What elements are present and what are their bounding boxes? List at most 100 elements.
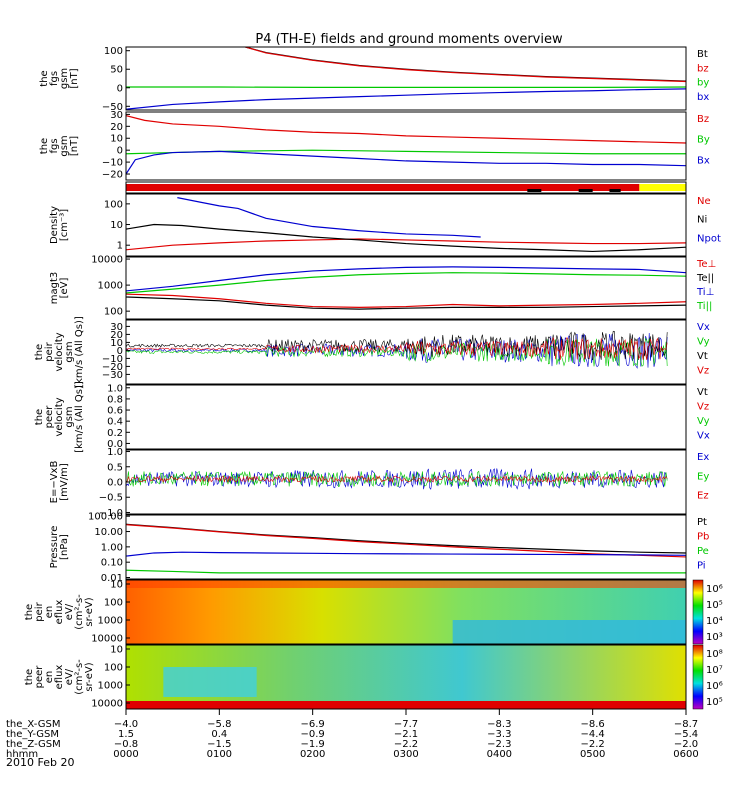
xrow-1-value-3: −2.1 — [394, 729, 418, 740]
ylabel-p6-0: the — [34, 344, 45, 360]
series-p5-Ti — [126, 272, 686, 294]
frame-p3 — [125, 181, 687, 194]
plot-area-p10 — [126, 580, 686, 644]
series-p8-Ez — [126, 475, 668, 484]
ylabel-p10-3: eflux — [54, 600, 65, 625]
ytick-label-p4-1: 10 — [110, 220, 123, 231]
legend-p5-2: Ti⊥ — [696, 287, 714, 298]
ylabel-p5-0: magt3 — [49, 272, 60, 305]
ytick-label-p8-4: −1.0 — [99, 508, 123, 519]
ytick-label-p6-2: 10 — [110, 338, 123, 349]
ytick-label-p7-3: 0.4 — [107, 417, 123, 428]
colorbar-label-1: 10⁷ — [706, 665, 723, 676]
ylabel-p10-5: (cm²-s- — [74, 594, 85, 630]
ylabel-p6-3: gsm — [64, 341, 75, 362]
ylabel-p10-2: en — [44, 606, 55, 619]
xrow-0-value-0: −4.0 — [114, 719, 138, 730]
legend-p7-3: Vx — [697, 431, 710, 442]
legend-p9-0: Pt — [697, 517, 707, 528]
xrow-0-value-2: −6.9 — [301, 719, 325, 730]
spectrogram-band — [452, 620, 686, 644]
frame-p5 — [125, 256, 687, 320]
xrow-0-value-1: −5.8 — [207, 719, 231, 730]
ylabel-p7-4: [km/s (All Qs)] — [74, 381, 85, 453]
gap-mark-2 — [609, 189, 621, 192]
gap-mark-1 — [578, 189, 593, 192]
legend-p5-1: Te|| — [696, 273, 714, 284]
gap-mark-0 — [527, 189, 542, 192]
xrow-0-value-6: −8.7 — [674, 719, 698, 730]
series-p9-Pb — [126, 524, 686, 558]
legend-p7-2: Vy — [697, 416, 710, 427]
colorbar-label-0: 10⁸ — [706, 649, 723, 660]
ylabel-p7-0: the — [34, 409, 45, 425]
colorbar-p11 — [692, 644, 704, 710]
xrow-label-2: the_Z-GSM — [6, 739, 61, 750]
xrow-2-value-5: −2.2 — [581, 739, 605, 750]
ylabel-p11-2: en — [44, 671, 55, 684]
ylabel-p10-6: sr-eV) — [84, 597, 95, 626]
spectrogram-low — [126, 701, 686, 709]
legend-p6-3: Vz — [697, 366, 709, 377]
legend-p5-0: Te⊥ — [696, 259, 716, 270]
colorbar-label-1: 10⁵ — [706, 600, 723, 611]
spectrogram-top — [126, 580, 686, 588]
series-p9-Pt — [126, 523, 686, 554]
ytick-label-p6-6: −30 — [102, 370, 123, 381]
ytick-label-p9-2: 1.00 — [101, 542, 123, 553]
xrow-3-value-2: 0200 — [300, 749, 325, 760]
xrow-1-value-6: −5.4 — [674, 729, 698, 740]
colorbar-label-3: 10⁵ — [706, 697, 723, 708]
ylabel-p11-0: the — [24, 669, 35, 685]
ytick-label-p6-0: 30 — [110, 322, 123, 333]
legend-p7-1: Vz — [697, 402, 709, 413]
ytick-label-p9-0: 100.00 — [88, 512, 123, 523]
panel-p4: Ne Ni Npot 100 10 1 Density [cm⁻³] — [49, 193, 721, 257]
xrow-0-value-5: −8.6 — [581, 719, 605, 730]
xrow-3-value-5: 0500 — [580, 749, 605, 760]
xrow-label-1: the_Y-GSM — [6, 729, 59, 740]
frame-p2 — [125, 111, 687, 181]
ylabel-p8-0: E=−VxB — [49, 461, 60, 504]
legend-p1-2: by — [697, 78, 709, 89]
ylabel-p11-6: sr-eV) — [84, 662, 95, 691]
xrow-2-value-1: −1.5 — [207, 739, 231, 750]
ylabel-p5-1: [eV] — [59, 278, 70, 299]
spectrogram-patch — [163, 667, 257, 697]
legend-p1-0: Bt — [697, 49, 708, 60]
series-p5-Te — [126, 293, 686, 308]
series-p4-Ne — [126, 238, 686, 251]
series-p2-Bz — [126, 114, 686, 144]
legend-p9-3: Pi — [697, 561, 706, 572]
legend-p6-1: Vy — [697, 337, 710, 348]
xrow-1-value-0: 1.5 — [118, 729, 134, 740]
xrow-3-value-3: 0300 — [393, 749, 418, 760]
legend-p6-2: Vt — [697, 351, 708, 362]
legend-p1-1: bz — [697, 63, 709, 74]
ytick-label-p9-3: 0.10 — [101, 558, 123, 569]
ylabel-p11-4: eV/ — [64, 668, 75, 685]
ylabel-p1-2: gsm — [59, 68, 70, 89]
time-axis: the_X-GSM −4.0 −5.8 −6.9 −7.7 −8.3 −8.6 −8.7 the… — [6, 709, 699, 760]
xrow-0-value-4: −8.3 — [487, 719, 511, 730]
ytick-label-p7-5: 0.0 — [107, 439, 123, 450]
ytick-label-p2-1: 20 — [110, 122, 123, 133]
ytick-label-p10-0: 10000 — [91, 634, 123, 645]
ylabel-p1-3: [nT] — [69, 68, 80, 88]
series-p9-Pi — [126, 551, 686, 557]
ytick-label-p11-0: 10000 — [91, 699, 123, 710]
panel-p9: Pt Pb Pe Pi 100.00 10.00 1.00 0.10 0.01 Pressure[… — [49, 512, 709, 584]
ytick-label-p7-0: 1.0 — [107, 383, 123, 394]
frame-p1 — [125, 46, 687, 111]
panel-p5: Te⊥ Te|| Ti⊥ Ti|| 10000 1000 100 magt3 [eV] — [49, 255, 716, 320]
ytick-label-p8-1: 0.5 — [107, 462, 123, 473]
ytick-label-p2-2: 10 — [110, 134, 123, 145]
ylabel-p4-1: [cm⁻³] — [59, 209, 70, 241]
ylabel-p9-1: [nPa] — [59, 534, 70, 560]
ytick-label-p2-4: −10 — [102, 158, 123, 169]
ytick-label-p11-1: 1000 — [98, 681, 123, 692]
xrow-3-value-4: 0400 — [487, 749, 512, 760]
